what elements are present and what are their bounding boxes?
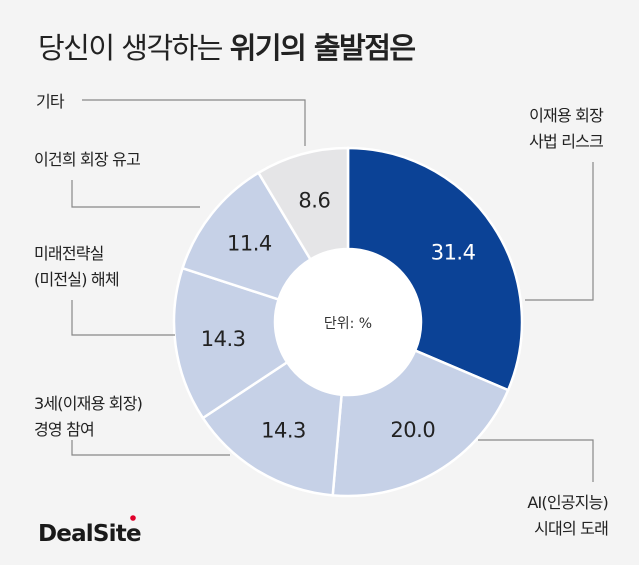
value-labels: 31.4 20.0 14.3 14.3 11.4 8.6: [201, 189, 476, 443]
category-label: 사법 리스크: [529, 132, 603, 151]
donut-hole: [275, 249, 421, 395]
leader-line-slice-3: [71, 300, 175, 336]
category-label: AI(인공지능): [527, 493, 608, 512]
category-label: 기타: [36, 92, 65, 111]
chart-title: 당신이 생각하는 위기의 출발점은: [38, 31, 415, 65]
category-label: 경영 참여: [34, 420, 94, 439]
leader-line-slice-2: [71, 440, 230, 456]
value-label: 8.6: [298, 189, 330, 213]
value-label: 20.0: [390, 418, 435, 442]
leader-line-slice-5: [82, 99, 306, 146]
value-label: 31.4: [431, 240, 476, 264]
category-label: 이재용 회장: [529, 106, 604, 125]
leader-line-slice-4: [71, 180, 200, 208]
unit-label: 단위: %: [324, 316, 372, 332]
value-label: 14.3: [201, 327, 246, 351]
logo-dot: [130, 515, 136, 521]
leader-line-slice-0: [525, 162, 594, 301]
category-label: 3세(이재용 회장): [34, 394, 142, 413]
leader-line-slice-1: [478, 439, 594, 482]
value-label: 11.4: [227, 232, 272, 256]
dealsite-logo: DealSite: [38, 521, 141, 547]
category-label: 미래전략실: [34, 244, 104, 263]
category-label: (미전실) 해체: [34, 270, 119, 289]
category-label: 이건희 회장 유고: [34, 150, 140, 169]
value-label: 14.3: [261, 418, 306, 442]
category-label: 시대의 도래: [534, 519, 608, 538]
